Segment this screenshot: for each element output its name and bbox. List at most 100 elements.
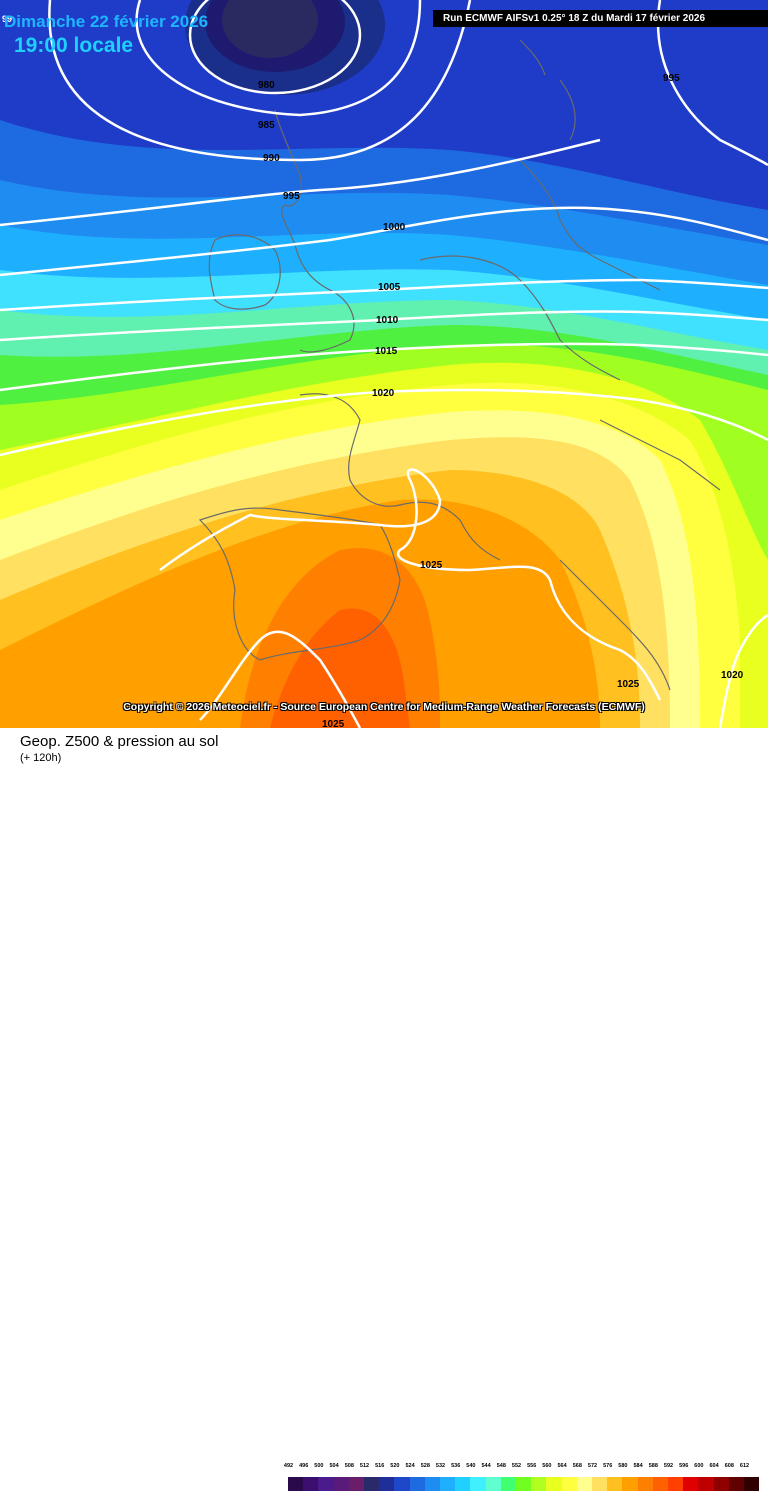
isobar-label: 1000 [383, 222, 406, 233]
legend-tick-label: 560 [542, 1463, 552, 1469]
legend-tick-label: 496 [299, 1463, 309, 1469]
legend-tick-label: 512 [359, 1463, 370, 1469]
isobar-990 [48, 0, 472, 162]
z500-pressure-map: 980 985 990 995 995 1000 1005 1010 1015 … [0, 0, 768, 728]
legend-swatch [698, 1477, 714, 1491]
isobar-label: 1025 [322, 719, 345, 728]
legend-swatch [622, 1477, 638, 1491]
legend-swatch [744, 1477, 760, 1491]
legend-swatch [637, 1477, 653, 1491]
legend-tick-label: 504 [329, 1463, 339, 1469]
legend-tick-label: 500 [314, 1463, 324, 1469]
isobar-label: 995 [663, 73, 680, 84]
run-info-banner: Run ECMWF AIFSv1 0.25° 18 Z du Mardi 17 … [433, 10, 768, 27]
isobar-label: 980 [258, 80, 275, 91]
legend-swatch [348, 1477, 364, 1491]
legend-swatch [668, 1477, 684, 1491]
isobar-985 [135, 0, 422, 117]
legend-tick-label: 568 [572, 1463, 582, 1469]
legend-swatch [440, 1477, 456, 1491]
legend-tick-label: 612 [739, 1463, 750, 1469]
legend-tick-label: 524 [405, 1463, 415, 1469]
legend-swatch [485, 1477, 501, 1491]
low-core [222, 0, 318, 58]
corner-isobar-label: 99 [2, 14, 13, 24]
legend-swatch [333, 1477, 349, 1491]
isobar-1000 [0, 206, 768, 277]
isobar-label: 1025 [420, 560, 443, 571]
legend-swatch [318, 1477, 334, 1491]
isobar-1020a [0, 388, 768, 457]
legend-tick-label: 596 [679, 1463, 689, 1469]
forecast-date: Dimanche 22 février 2026 [4, 12, 209, 31]
legend-tick-label: 556 [527, 1463, 537, 1469]
legend-tick-label: 544 [481, 1463, 491, 1469]
isobar-1005 [0, 278, 768, 312]
isobar-1025a [159, 468, 662, 701]
legend-swatch [592, 1477, 608, 1491]
legend-swatch [364, 1477, 380, 1491]
legend-swatch [470, 1477, 486, 1491]
isobar-label: 995 [283, 191, 300, 202]
legend-swatch [652, 1477, 668, 1491]
band-red-orange [270, 608, 410, 728]
copyright-notice: Copyright © 2026 Meteociel.fr - Source E… [123, 701, 645, 713]
legend-swatch [455, 1477, 471, 1491]
isobar-label: 1020 [721, 670, 744, 681]
isobar-995a [0, 138, 601, 227]
legend-tick-label: 564 [557, 1463, 567, 1469]
forecast-time: 19:00 locale [14, 34, 134, 57]
legend-tick-label: 552 [511, 1463, 522, 1469]
legend-tick-label: 532 [435, 1463, 446, 1469]
isobar-980 [188, 0, 362, 95]
isobar-label: 1005 [378, 282, 401, 293]
legend-swatch [683, 1477, 699, 1491]
legend-tick-label: 528 [420, 1463, 430, 1469]
legend-tick-label: 592 [663, 1463, 674, 1469]
isobar-1010 [0, 310, 768, 342]
isobars [0, 0, 768, 728]
legend-swatch [424, 1477, 440, 1491]
legend-tick-label: 540 [466, 1463, 476, 1469]
legend-swatch [561, 1477, 577, 1491]
legend-swatch [303, 1477, 319, 1491]
isobar-label: 990 [263, 153, 280, 164]
legend-tick-label: 508 [344, 1463, 354, 1469]
isobar-995b [656, 0, 768, 167]
legend-swatch [394, 1477, 410, 1491]
legend-swatch [379, 1477, 395, 1491]
legend-tick-label: 584 [633, 1463, 643, 1469]
legend-tick-label: 536 [451, 1463, 461, 1469]
isobar-label: 1010 [376, 315, 399, 326]
legend-swatch [500, 1477, 516, 1491]
legend-swatch [576, 1477, 592, 1491]
legend-tick-label: 576 [603, 1463, 613, 1469]
legend-swatch [531, 1477, 547, 1491]
forecast-map: 980 985 990 995 995 1000 1005 1010 1015 … [0, 0, 768, 728]
legend-swatch [728, 1477, 744, 1491]
isobar-1025b [199, 630, 362, 728]
footer: Geop. Z500 & pression au sol (+ 120h) 49… [0, 728, 768, 1491]
footer-subtitle: (+ 120h) [20, 752, 62, 764]
legend-tick-label: 608 [724, 1463, 734, 1469]
legend-tick-label: 548 [496, 1463, 506, 1469]
legend-swatch [607, 1477, 623, 1491]
legend-tick-label: 520 [390, 1463, 400, 1469]
legend-swatch [516, 1477, 532, 1491]
legend-tick-label: 588 [648, 1463, 658, 1469]
legend-tick-label: 492 [283, 1463, 294, 1469]
footer-title: Geop. Z500 & pression au sol [20, 733, 219, 750]
isobar-label: 985 [258, 120, 275, 131]
legend-swatch [288, 1477, 304, 1491]
legend-tick-label: 580 [618, 1463, 628, 1469]
isobar-label: 1015 [375, 346, 398, 357]
isobar-label: 1020 [372, 388, 395, 399]
legend-swatch [546, 1477, 562, 1491]
isobar-label: 1025 [617, 679, 640, 690]
isobar-1020b [718, 613, 768, 728]
legend-tick-label: 572 [587, 1463, 598, 1469]
legend-tick-label: 600 [694, 1463, 704, 1469]
legend-tick-label: 516 [375, 1463, 385, 1469]
legend-tick-label: 604 [709, 1463, 719, 1469]
legend-swatch [713, 1477, 729, 1491]
